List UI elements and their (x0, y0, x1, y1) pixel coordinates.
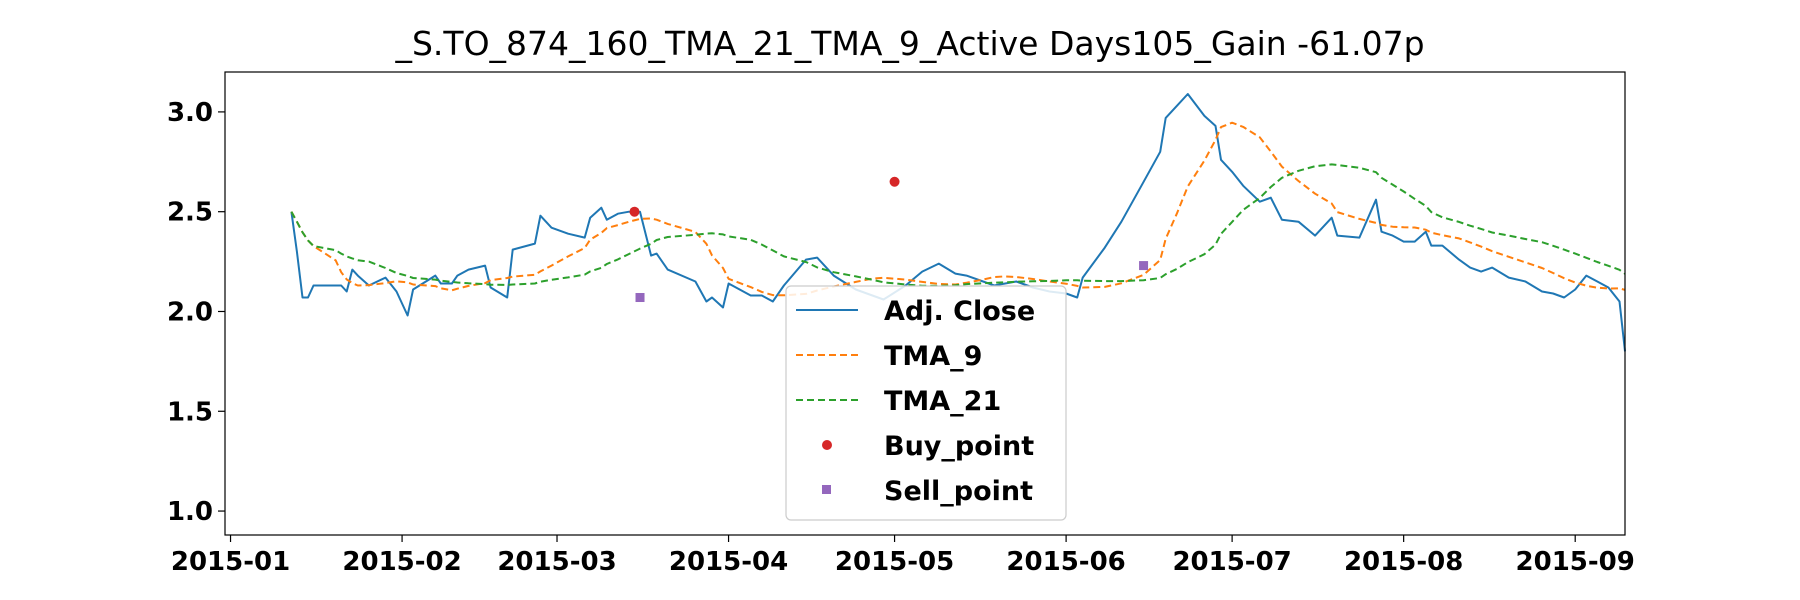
x-tick-label-2015-08: 2015-08 (1344, 547, 1463, 577)
y-tick-label-2.0: 2.0 (167, 297, 213, 327)
series-line-tma-9 (290, 121, 1626, 297)
legend-label-tma-21: TMA_21 (884, 386, 1001, 417)
legend-label-buy-point: Buy_point (884, 431, 1034, 462)
sell-point-marker-0 (635, 293, 645, 303)
legend-marker-sell-point (822, 485, 831, 494)
buy-point-marker-1 (889, 176, 900, 187)
legend-label-sell-point: Sell_point (884, 476, 1033, 507)
series-line-adj-close (290, 93, 1626, 352)
plot-frame (224, 71, 1626, 536)
sell-point-marker-1 (1139, 261, 1149, 271)
legend-label-adj-close: Adj. Close (884, 296, 1035, 327)
legend-label-tma-9: TMA_9 (884, 341, 982, 372)
x-tick-label-2015-06: 2015-06 (1006, 547, 1125, 577)
chart-title: _S.TO_874_160_TMA_21_TMA_9_Active Days10… (394, 24, 1424, 63)
x-tick-label-2015-09: 2015-09 (1516, 547, 1635, 577)
x-tick-label-2015-02: 2015-02 (342, 547, 461, 577)
x-axis: 2015-01 2015-02 2015-03 2015-04 2015-05 2015-… (171, 535, 1635, 577)
buy-point-marker-0 (629, 206, 640, 217)
legend-box (785, 285, 1067, 521)
x-tick-label-2015-03: 2015-03 (497, 547, 616, 577)
y-tick-label-2.5: 2.5 (167, 198, 213, 228)
x-tick-label-2015-04: 2015-04 (669, 547, 788, 577)
x-tick-label-2015-01: 2015-01 (171, 547, 290, 577)
y-tick-label-1.0: 1.0 (167, 497, 213, 527)
x-tick-label-2015-05: 2015-05 (835, 547, 954, 577)
y-tick-label-3.0: 3.0 (167, 98, 213, 128)
legend-marker-buy-point (822, 440, 832, 450)
x-tick-label-2015-07: 2015-07 (1172, 547, 1291, 577)
series-line-tma-21 (290, 163, 1626, 287)
y-axis: 1.0 1.5 2.0 2.5 3.0 (167, 98, 225, 527)
y-tick-label-1.5: 1.5 (167, 397, 213, 427)
legend: Adj. Close TMA_9 TMA_21 Buy_point Sell_p… (785, 285, 1067, 521)
